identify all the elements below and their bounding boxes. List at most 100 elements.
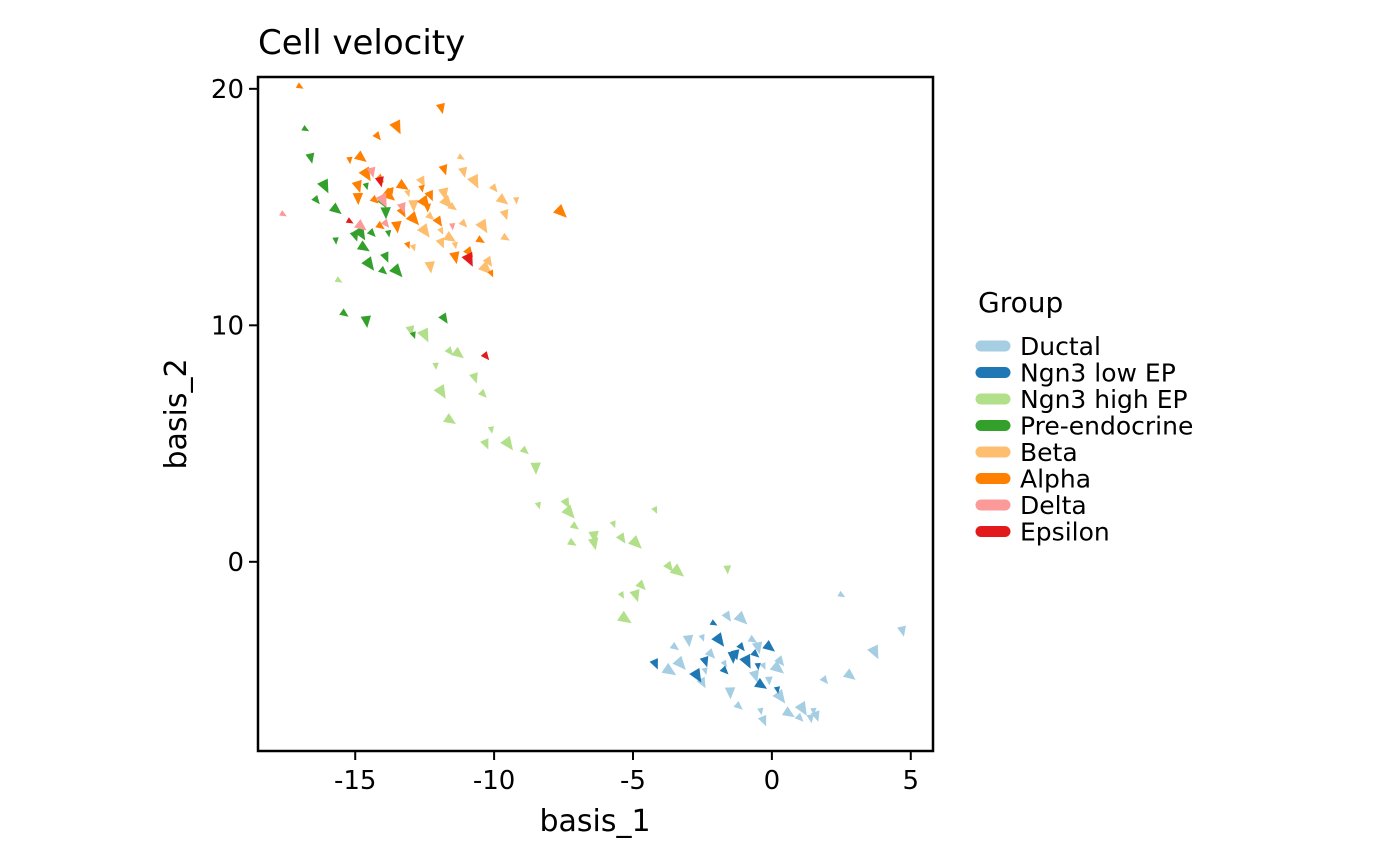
velocity-arrow-delta (354, 219, 367, 231)
velocity-arrow-beta (489, 183, 498, 193)
velocity-arrow-ngn3-high-ep (588, 537, 599, 551)
velocity-arrow-ductal (720, 659, 727, 668)
velocity-arrow-ductal (794, 701, 807, 716)
velocity-arrow-ductal (748, 669, 759, 683)
velocity-arrow-ngn3-high-ep (617, 610, 632, 624)
velocity-arrow-ngn3-low-ep (727, 651, 739, 664)
velocity-arrow-alpha (389, 119, 401, 135)
velocity-arrow-alpha (475, 235, 485, 243)
velocity-arrow-epsilon (345, 217, 354, 224)
velocity-arrow-beta (499, 209, 509, 221)
velocity-arrow-ngn3-high-ep (635, 579, 646, 591)
velocity-arrow-alpha (351, 179, 362, 193)
velocity-arrow-alpha (395, 178, 409, 190)
x-axis-label: basis_1 (539, 804, 650, 839)
velocity-arrow-beta (478, 260, 492, 275)
velocity-arrow-ngn3-high-ep (500, 435, 513, 451)
points-layer (279, 82, 906, 727)
velocity-arrow-alpha (487, 269, 494, 278)
velocity-arrow-ductal (669, 641, 680, 651)
velocity-arrow-delta (380, 218, 390, 228)
velocity-arrow-ngn3-high-ep (560, 497, 570, 509)
velocity-arrow-delta (279, 210, 287, 217)
velocity-arrow-beta (458, 166, 468, 178)
velocity-arrow-ductal (704, 648, 716, 659)
velocity-arrow-alpha (424, 189, 433, 202)
y-axis-ticks: 0 10 20 (211, 75, 258, 578)
velocity-arrow-ngn3-high-ep (629, 589, 640, 603)
velocity-arrow-ngn3-high-ep (569, 521, 580, 530)
velocity-arrow-ngn3-high-ep (615, 532, 626, 544)
velocity-arrow-beta (409, 243, 416, 252)
legend-label: Delta (1020, 491, 1087, 520)
velocity-arrow-ductal (733, 610, 748, 625)
velocity-arrow-ductal (774, 655, 785, 667)
velocity-arrow-ductal (765, 676, 773, 686)
velocity-arrow-pre-endocrine (301, 125, 310, 132)
velocity-arrow-beta (495, 193, 509, 205)
velocity-arrow-pre-endocrine (317, 178, 329, 194)
velocity-arrow-beta (424, 261, 435, 274)
velocity-arrow-beta (513, 197, 520, 205)
velocity-arrow-ngn3-high-ep (469, 372, 478, 384)
velocity-arrow-ngn3-high-ep (443, 413, 456, 424)
chart-title: Cell velocity (258, 23, 465, 63)
velocity-arrow-ngn3-high-ep (433, 384, 446, 399)
velocity-arrow-ngn3-low-ep (736, 642, 745, 652)
legend-label: Pre-endocrine (1020, 412, 1193, 441)
velocity-arrow-ngn3-high-ep (663, 560, 674, 572)
velocity-arrow-ductal (810, 710, 820, 722)
velocity-arrow-ductal (757, 714, 767, 727)
velocity-arrow-alpha (449, 251, 460, 265)
velocity-arrow-pre-endocrine (385, 229, 392, 238)
velocity-arrow-beta (437, 226, 444, 235)
velocity-arrow-epsilon (374, 176, 384, 188)
velocity-arrow-alpha (391, 220, 402, 234)
velocity-arrow-ductal (810, 707, 817, 716)
velocity-arrow-alpha (346, 156, 353, 165)
y-tick-label: 20 (211, 75, 244, 105)
velocity-arrow-ngn3-low-ep (711, 632, 725, 647)
velocity-arrow-ngn3-low-ep (750, 649, 760, 658)
velocity-arrow-ngn3-high-ep (519, 445, 529, 455)
velocity-arrow-pre-endocrine (360, 315, 371, 328)
velocity-arrow-delta (366, 166, 376, 178)
velocity-arrow-beta (425, 211, 435, 221)
velocity-arrow-ngn3-high-ep (487, 426, 494, 434)
velocity-arrow-ngn3-high-ep (651, 506, 658, 514)
x-tick-label: 0 (764, 766, 781, 796)
velocity-arrow-ngn3-high-ep (480, 438, 489, 450)
velocity-arrow-alpha (432, 215, 443, 227)
velocity-arrow-ngn3-high-ep (477, 388, 487, 398)
y-tick-label: 0 (227, 548, 244, 578)
velocity-arrow-pre-endocrine (311, 195, 320, 205)
velocity-arrow-pre-endocrine (305, 152, 315, 164)
velocity-arrow-alpha (369, 194, 379, 204)
velocity-arrow-delta (396, 202, 406, 214)
velocity-arrow-alpha (295, 82, 304, 89)
velocity-arrow-beta (438, 187, 449, 201)
velocity-arrow-ngn3-high-ep (617, 591, 625, 599)
legend-label: Ngn3 low EP (1020, 359, 1176, 388)
velocity-arrow-beta (456, 153, 465, 160)
velocity-arrow-alpha (436, 102, 445, 115)
velocity-arrow-alpha (423, 203, 432, 213)
legend-label: Epsilon (1020, 518, 1110, 547)
velocity-arrow-ngn3-high-ep (451, 346, 464, 359)
legend-label: Ngn3 high EP (1020, 385, 1188, 414)
velocity-arrow-ductal (661, 662, 677, 676)
velocity-arrow-beta (447, 202, 457, 211)
velocity-arrow-beta (416, 223, 430, 238)
velocity-arrow-beta (443, 231, 456, 242)
velocity-arrow-pre-endocrine (362, 182, 369, 191)
velocity-arrow-ngn3-low-ep (689, 667, 702, 683)
velocity-arrow-ductal (747, 634, 758, 643)
velocity-arrow-ductal (819, 675, 829, 685)
y-tick-label: 10 (211, 311, 244, 341)
velocity-arrow-ductal (733, 701, 743, 710)
velocity-arrow-alpha (405, 211, 420, 226)
velocity-arrow-alpha (553, 204, 567, 218)
velocity-arrow-ngn3-high-ep (432, 362, 439, 370)
